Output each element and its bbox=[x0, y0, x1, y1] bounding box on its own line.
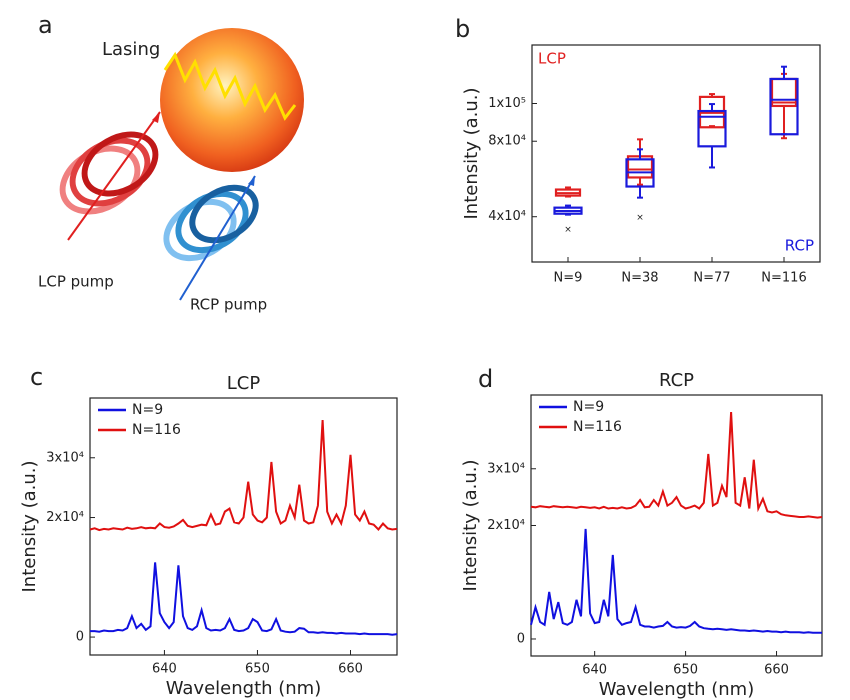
x-tick-label: 650 bbox=[673, 663, 698, 678]
spectrum-line bbox=[530, 528, 822, 634]
x-axis-label: Wavelength (nm) bbox=[166, 678, 322, 699]
x-tick-label: N=9 bbox=[554, 271, 583, 286]
y-tick-label: 0 bbox=[517, 631, 525, 646]
x-tick-label: 650 bbox=[245, 662, 270, 677]
legend-label: LCP bbox=[538, 50, 566, 68]
panel-label: a bbox=[38, 11, 53, 39]
legend-label: N=116 bbox=[573, 419, 622, 435]
x-tick-label: N=38 bbox=[621, 271, 658, 286]
spectrum-line bbox=[530, 411, 823, 519]
legend-label: N=9 bbox=[132, 402, 163, 418]
x-tick-label: N=77 bbox=[693, 271, 730, 286]
x-tick-label: 660 bbox=[338, 662, 363, 677]
lasing-wave bbox=[163, 51, 297, 121]
x-tick-label: N=116 bbox=[761, 271, 806, 286]
rcp-spiral bbox=[163, 175, 259, 301]
box bbox=[769, 77, 799, 136]
line-chart: d RCP 0 2x10⁴ 3x10⁴ Intensity (a.u.) 640 650 660… bbox=[460, 365, 823, 700]
panel-label: c bbox=[30, 363, 43, 391]
y-axis-label: Intensity (a.u.) bbox=[461, 88, 482, 220]
y-tick-label: 4x10⁴ bbox=[488, 209, 526, 224]
plot-frame bbox=[531, 44, 821, 263]
x-tick-label: 640 bbox=[582, 663, 607, 678]
chart-title: LCP bbox=[227, 373, 261, 394]
sphere bbox=[160, 28, 304, 172]
legend-label: RCP bbox=[785, 237, 814, 255]
y-tick-label: 8x10⁴ bbox=[488, 134, 526, 149]
plot-frame bbox=[89, 397, 398, 656]
illustration: a Lasing LCP pump RCP pump bbox=[38, 11, 304, 314]
caption: Lasing bbox=[102, 39, 160, 60]
y-axis-label: Intensity (a.u.) bbox=[19, 461, 40, 593]
x-axis-label: Wavelength (nm) bbox=[599, 679, 755, 700]
line-chart: c LCP 0 2x10⁴ 3x10⁴ Intensity (a.u.) 640 650 660… bbox=[19, 363, 398, 699]
panel-label: b bbox=[455, 15, 470, 43]
legend-label: N=116 bbox=[132, 422, 181, 438]
spectrum-line bbox=[90, 562, 398, 636]
outlier: × bbox=[564, 225, 572, 235]
legend-label: N=9 bbox=[573, 399, 604, 415]
y-tick-label: 1x10⁵ bbox=[488, 96, 526, 111]
x-tick-label: 660 bbox=[764, 663, 789, 678]
spectrum-line bbox=[89, 420, 398, 532]
y-tick-label: 3x10⁴ bbox=[487, 461, 525, 476]
y-tick-label: 2x10⁴ bbox=[487, 518, 525, 533]
outlier: × bbox=[636, 213, 644, 223]
y-tick-label: 2x10⁴ bbox=[46, 510, 84, 525]
box-chart: b 4x10⁴ 8x10⁴ 1x10⁵ Intensity (a.u.) N=9 N=38 N… bbox=[455, 15, 821, 286]
panel-label: d bbox=[478, 365, 493, 393]
x-tick-label: 640 bbox=[152, 662, 177, 677]
box bbox=[697, 109, 727, 148]
lcp-label: LCP pump bbox=[38, 273, 114, 291]
y-tick-label: 3x10⁴ bbox=[46, 450, 84, 465]
lcp-spiral bbox=[59, 111, 161, 241]
y-tick-label: 0 bbox=[76, 630, 84, 645]
rcp-label: RCP pump bbox=[190, 296, 267, 314]
y-axis-label: Intensity (a.u.) bbox=[460, 460, 481, 592]
chart-title: RCP bbox=[659, 370, 694, 391]
